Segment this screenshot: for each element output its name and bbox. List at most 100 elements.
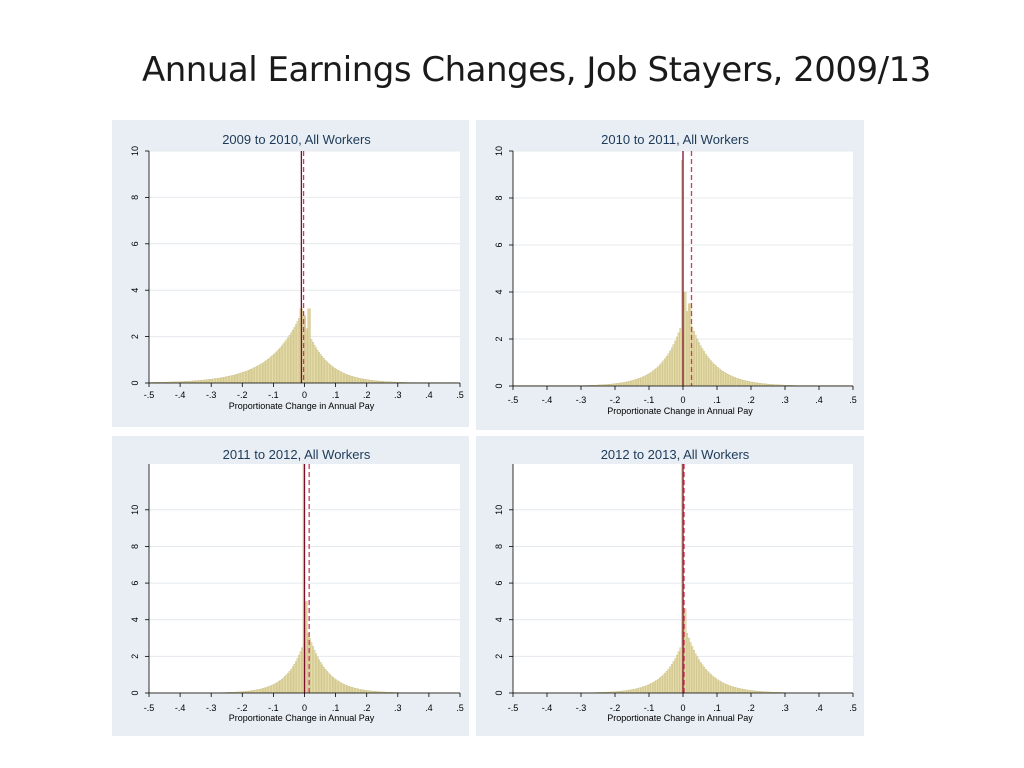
chart-panel-2011-2012: 2011 to 2012, All Workers 0 2 4 6 8 10 -.5 -.4 -.… <box>112 436 469 736</box>
histogram-2010-2011: 2010 to 2011, All Workers 0 2 4 6 8 10 -.5 -.4 -.… <box>494 132 857 416</box>
histogram-bar <box>327 362 330 384</box>
histogram-bar <box>229 375 232 384</box>
histogram-bar <box>270 685 272 694</box>
histogram-bar <box>355 688 358 694</box>
y-tick-label: 2 <box>494 336 504 341</box>
histogram-bar <box>667 668 670 694</box>
x-tick-label: -.5 <box>144 390 155 400</box>
histogram-bar <box>256 689 258 694</box>
histogram-bar <box>324 668 327 694</box>
histogram-bar <box>728 374 731 387</box>
histogram-bar <box>217 378 219 384</box>
histogram-bar <box>347 374 350 384</box>
histogram-bar <box>352 376 355 384</box>
y-tick-label: 0 <box>494 690 504 695</box>
histogram-bar <box>262 688 264 694</box>
histogram-bar <box>298 655 300 694</box>
histogram-bar <box>214 378 216 384</box>
histogram-bar <box>251 368 254 384</box>
histogram-bar <box>335 679 338 694</box>
histogram-bar <box>706 356 709 387</box>
histogram-bar <box>701 348 704 387</box>
histogram-bar <box>200 380 202 384</box>
histogram-bar <box>231 375 233 384</box>
histogram-bar <box>623 382 626 387</box>
x-tick-label: .3 <box>394 390 402 400</box>
histogram-bar <box>242 372 244 384</box>
histogram-bar <box>316 656 319 694</box>
histogram-bar <box>710 360 712 387</box>
x-tick-label: -.1 <box>268 703 279 713</box>
histogram-bar <box>749 690 751 694</box>
histogram-bar <box>686 311 689 387</box>
histogram-bar <box>321 664 324 694</box>
histogram-bar <box>290 332 292 384</box>
x-tick-label: .5 <box>849 703 857 713</box>
histogram-bar <box>738 379 741 387</box>
histogram-bar <box>304 315 306 384</box>
histogram-bar <box>327 672 330 694</box>
histogram-bar <box>284 341 286 384</box>
histogram-2012-2013: 2012 to 2013, All Workers 0 2 4 6 8 10 -.5 -.4 -.… <box>494 447 857 723</box>
histogram-bar <box>263 687 266 694</box>
histogram-bar <box>265 360 268 384</box>
histogram-bar <box>665 670 668 694</box>
x-tick-label: -.4 <box>175 390 186 400</box>
histogram-bar <box>360 378 362 384</box>
x-tick-label: -.1 <box>268 390 279 400</box>
histogram-bar <box>293 327 296 384</box>
x-tick-label: -.2 <box>610 703 621 713</box>
histogram-bar <box>274 683 277 694</box>
histogram-bar <box>679 647 682 694</box>
histogram-bar <box>295 661 297 694</box>
histogram-bar <box>677 332 680 387</box>
histogram-bar <box>270 356 272 384</box>
histogram-bar <box>312 342 314 384</box>
histogram-bar <box>326 361 328 384</box>
x-tick-label: .2 <box>363 390 371 400</box>
histogram-bar <box>358 689 361 694</box>
y-tick-label: 4 <box>494 617 504 622</box>
histogram-bar <box>259 688 261 694</box>
histogram-bar <box>315 347 317 384</box>
histogram-bar <box>291 330 294 384</box>
y-tick-label: 2 <box>130 334 140 339</box>
y-tick-label: 10 <box>494 146 504 156</box>
x-tick-label: -.3 <box>576 703 587 713</box>
histogram-bar <box>365 690 367 694</box>
histogram-bar <box>737 378 740 387</box>
histogram-bar <box>676 655 678 694</box>
x-tick-label: .2 <box>747 395 755 405</box>
histogram-bar <box>662 674 665 694</box>
histogram-bar <box>277 681 280 694</box>
histogram-bar <box>313 344 316 384</box>
histogram-bar <box>684 608 687 694</box>
histogram-bar <box>672 344 675 387</box>
histogram-bar <box>744 689 746 694</box>
x-axis-label: Proportionate Change in Annual Pay <box>607 713 753 723</box>
histogram-bar <box>642 376 644 387</box>
histogram-bar <box>215 378 218 384</box>
histogram-bar <box>650 371 653 387</box>
histogram-bar <box>657 678 660 694</box>
histogram-bar <box>248 369 251 384</box>
histogram-bar <box>204 379 207 384</box>
histogram-bar <box>307 308 310 384</box>
histogram-bar <box>653 681 656 694</box>
histogram-bar <box>319 354 322 384</box>
x-tick-label: .1 <box>713 703 721 713</box>
histogram-bar <box>323 666 325 694</box>
y-tick-label: 0 <box>494 383 504 388</box>
histogram-bar <box>201 379 204 384</box>
histogram-bar <box>693 650 695 694</box>
x-tick-label: .3 <box>394 703 402 713</box>
histogram-bar <box>220 377 223 384</box>
histogram-bar <box>337 680 339 694</box>
histogram-bar <box>293 664 296 694</box>
histogram-bar <box>643 686 646 694</box>
histogram-bar <box>657 366 660 387</box>
histogram-bar <box>720 369 723 387</box>
y-tick-label: 10 <box>130 146 140 156</box>
histogram-bar <box>664 672 666 694</box>
histogram-bar <box>338 370 341 384</box>
